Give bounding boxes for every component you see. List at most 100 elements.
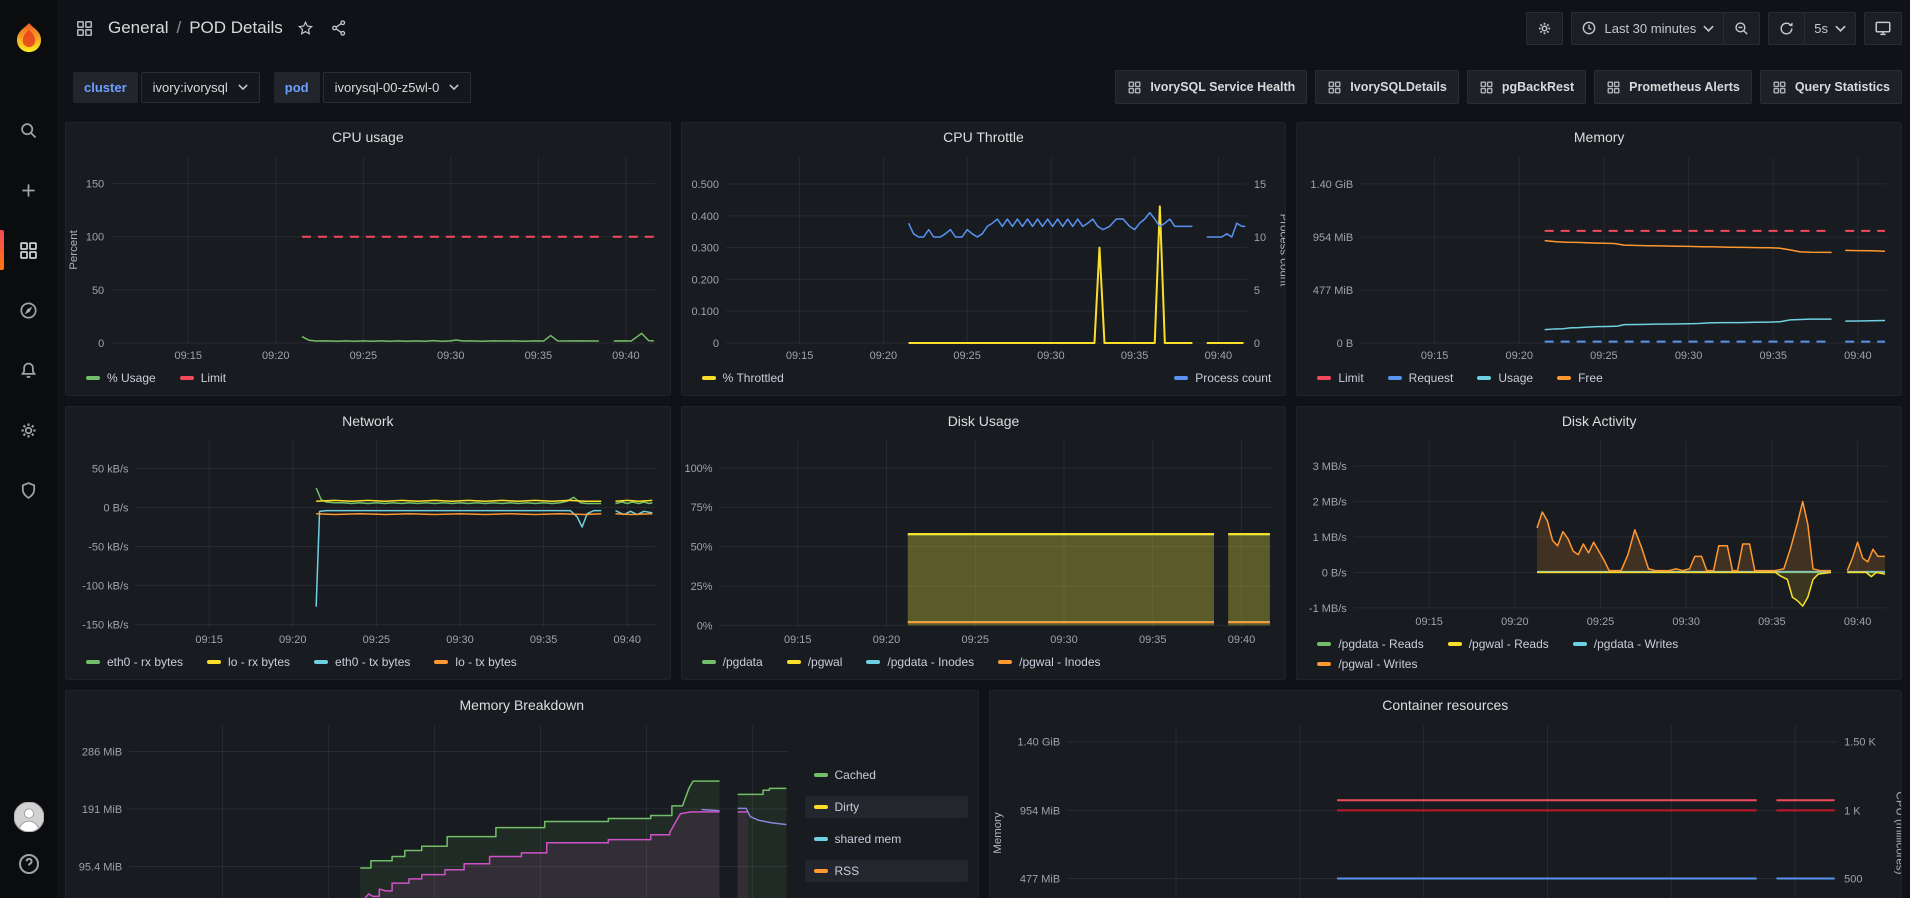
- legend-item-eth0-rx-bytes[interactable]: eth0 - rx bytes: [82, 653, 187, 671]
- sidebar-item-search[interactable]: [0, 106, 57, 154]
- series-pgwal-reads: [1537, 571, 1886, 607]
- legend-item-rss[interactable]: RSS: [804, 860, 968, 882]
- sidebar-item-alerting[interactable]: [0, 346, 57, 394]
- dashboard-link-label: Prometheus Alerts: [1629, 80, 1740, 94]
- panel-title[interactable]: CPU Throttle: [943, 129, 1024, 145]
- dashboard-link-query-statistics[interactable]: Query Statistics: [1759, 70, 1902, 104]
- cpu-usage-chart[interactable]: 09:15 09:20 09:25 09:30 09:35 09:40 0 50 100 150 P…: [66, 151, 670, 365]
- network-chart[interactable]: 09:15 09:20 09:25 09:30 09:35 09:40 -150 kB/s -…: [66, 435, 670, 649]
- sidebar-item-create[interactable]: [0, 166, 57, 214]
- time-range-button[interactable]: Last 30 minutes: [1571, 11, 1725, 45]
- svg-text:0.300: 0.300: [691, 243, 719, 255]
- legend-item-free[interactable]: Free: [1553, 369, 1607, 387]
- page-title[interactable]: POD Details: [189, 18, 283, 37]
- cpu-throttle-chart[interactable]: 09:15 09:20 09:25 09:30 09:35 09:40 0 0.100 0.20…: [682, 151, 1286, 365]
- zoom-out-button[interactable]: [1723, 11, 1761, 45]
- legend-item-limit[interactable]: Limit: [1313, 369, 1367, 387]
- memory-chart[interactable]: 09:15 09:20 09:25 09:30 09:35 09:40 0 B 477 MiB…: [1297, 151, 1901, 365]
- legend-item-pgwal[interactable]: /pgwal: [783, 653, 847, 671]
- top-nav: General / POD Details Las: [57, 0, 1910, 56]
- panel-title[interactable]: Network: [342, 413, 394, 429]
- sidebar-bottom: [13, 802, 44, 898]
- legend-item-eth0-tx-bytes[interactable]: eth0 - tx bytes: [310, 653, 414, 671]
- chart-grid: [1360, 157, 1888, 344]
- legend-item-pgwal-inodes[interactable]: /pgwal - Inodes: [994, 653, 1104, 671]
- legend-item-request[interactable]: Request: [1384, 369, 1458, 387]
- legend-item-process-count[interactable]: Process count: [1170, 369, 1275, 387]
- svg-text:09:30: 09:30: [1050, 634, 1078, 646]
- series-eth0-rx-bytes: [315, 487, 653, 505]
- active-indicator: [0, 230, 4, 270]
- network-legend: eth0 - rx bytes lo - rx bytes eth0 - tx by…: [66, 649, 670, 679]
- dashboard-link-ivorysql-service-health[interactable]: IvorySQL Service Health: [1115, 70, 1308, 104]
- disk-activity-chart[interactable]: 09:15 09:20 09:25 09:30 09:35 09:40 -1 MB/s 0 B…: [1297, 435, 1901, 631]
- svg-text:0.100: 0.100: [691, 306, 719, 318]
- svg-text:500: 500: [1844, 873, 1862, 885]
- legend-swatch: [813, 869, 828, 873]
- legend-item-lo-rx-bytes[interactable]: lo - rx bytes: [203, 653, 294, 671]
- dashboard-link-ivorysqldetails[interactable]: IvorySQLDetails: [1315, 70, 1459, 104]
- sub-nav: cluster ivory:ivorysql pod ivorysql-00-z…: [57, 56, 1910, 122]
- refresh-interval-button[interactable]: 5s: [1804, 11, 1856, 45]
- legend-item-dirty[interactable]: Dirty: [804, 796, 968, 818]
- legend-item-limit[interactable]: Limit: [176, 369, 230, 387]
- legend-item-pgdata-writes[interactable]: /pgdata - Writes: [1569, 635, 1682, 653]
- legend-item-pgdata-reads[interactable]: /pgdata - Reads: [1313, 635, 1427, 653]
- panel-title[interactable]: Container resources: [1382, 697, 1509, 713]
- svg-text:09:15: 09:15: [195, 634, 223, 646]
- legend-item-usage[interactable]: Usage: [1473, 369, 1537, 387]
- dashboard-grid: CPU usage 09:15 09:20 09:25 09:30 09:35 09:40…: [57, 122, 1910, 898]
- legend-item-pgdata-inodes[interactable]: /pgdata - Inodes: [862, 653, 978, 671]
- svg-text:09:40: 09:40: [1227, 634, 1255, 646]
- sidebar-item-dashboards[interactable]: [0, 226, 57, 274]
- grafana-logo-icon[interactable]: [9, 10, 49, 66]
- kiosk-mode-button[interactable]: [1864, 11, 1902, 45]
- chart-axis-labels: 09:15 09:20 09:25 09:30 09:35 09:40 0% 25% 50% 75…: [684, 463, 1255, 646]
- disk-usage-chart[interactable]: 09:15 09:20 09:25 09:30 09:35 09:40 0% 25% 50% 75…: [682, 435, 1286, 649]
- panel-title[interactable]: Disk Usage: [947, 413, 1020, 429]
- variable-cluster-value[interactable]: ivory:ivorysql: [140, 71, 260, 103]
- panel-title[interactable]: CPU usage: [332, 129, 404, 145]
- legend-item-shared-mem[interactable]: shared mem: [805, 828, 968, 850]
- variable-cluster: cluster ivory:ivorysql: [73, 71, 260, 103]
- svg-text:09:15: 09:15: [1416, 616, 1444, 628]
- legend-item-usage[interactable]: % Usage: [82, 369, 160, 387]
- user-avatar[interactable]: [13, 802, 44, 832]
- legend-item-pgwal-writes[interactable]: /pgwal - Writes: [1313, 655, 1421, 673]
- sidebar-item-explore[interactable]: [0, 286, 57, 334]
- legend-label: Process count: [1195, 371, 1272, 385]
- sidebar-item-configuration[interactable]: [0, 406, 57, 454]
- panel-title[interactable]: Memory Breakdown: [459, 697, 585, 713]
- breadcrumb-folder[interactable]: General: [108, 18, 169, 37]
- dashboard-link-prometheus-alerts[interactable]: Prometheus Alerts: [1594, 70, 1752, 104]
- legend-swatch: [701, 660, 716, 664]
- dashboard-link-pgbackrest[interactable]: pgBackRest: [1466, 70, 1587, 104]
- memory-breakdown-legend: Cached Dirty shared mem RSS: [803, 719, 978, 898]
- legend-item-pgdata[interactable]: /pgdata: [698, 653, 767, 671]
- svg-text:09:25: 09:25: [961, 634, 989, 646]
- legend-swatch: [1387, 376, 1402, 380]
- panel-title[interactable]: Memory: [1573, 129, 1625, 145]
- help-icon[interactable]: [17, 852, 41, 876]
- main-area: General / POD Details Las: [57, 0, 1910, 898]
- svg-text:954 MiB: 954 MiB: [1019, 805, 1059, 817]
- legend-item-pgwal-reads[interactable]: /pgwal - Reads: [1444, 635, 1553, 653]
- legend-label: /pgdata - Inodes: [887, 655, 975, 669]
- legend-swatch: [1447, 642, 1462, 646]
- svg-text:09:20: 09:20: [872, 634, 900, 646]
- dashboard-settings-button[interactable]: [1526, 11, 1564, 45]
- refresh-button[interactable]: [1768, 11, 1806, 45]
- chart-series: [907, 533, 1270, 626]
- share-button[interactable]: [328, 17, 350, 39]
- svg-text:0.500: 0.500: [691, 179, 719, 191]
- variable-pod-value[interactable]: ivorysql-00-z5wl-0: [322, 71, 472, 103]
- panel-title[interactable]: Disk Activity: [1561, 413, 1637, 429]
- legend-item-lo-tx-bytes[interactable]: lo - tx bytes: [430, 653, 520, 671]
- legend-item-throttled[interactable]: % Throttled: [698, 369, 788, 387]
- panel-cpu-usage: CPU usage 09:15 09:20 09:25 09:30 09:35 09:40…: [65, 122, 671, 396]
- star-button[interactable]: [295, 18, 316, 39]
- legend-item-cached[interactable]: Cached: [805, 764, 968, 786]
- sidebar-item-server-admin[interactable]: [0, 466, 57, 514]
